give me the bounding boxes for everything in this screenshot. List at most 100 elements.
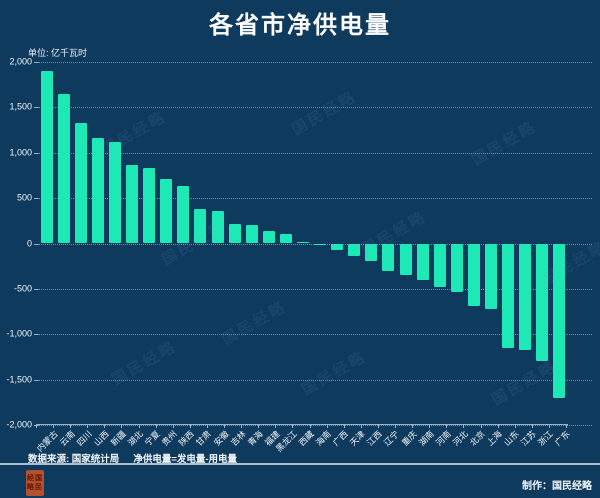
y-gridline [38, 107, 592, 109]
x-axis-tick [566, 425, 567, 428]
bar-上海 [485, 243, 498, 309]
bar-贵州 [160, 179, 173, 244]
y-tick-label: 1,500 [9, 101, 32, 112]
bar-新疆 [108, 141, 121, 244]
watermark-text: 国民经略 [109, 338, 180, 389]
bar-江西 [365, 243, 378, 262]
watermark-text: 国民经略 [469, 118, 540, 169]
x-axis-tick [241, 425, 243, 428]
bar-西藏 [297, 242, 309, 244]
x-axis-tick [275, 425, 277, 428]
bar-广西 [331, 243, 344, 250]
x-axis-tick [87, 425, 89, 428]
bar-辽宁 [382, 243, 395, 271]
y-gridline [38, 379, 592, 381]
y-tick-label: 1,000 [9, 147, 32, 158]
bar-四川 [74, 122, 87, 244]
bar-河南 [433, 243, 446, 288]
y-gridline [38, 198, 592, 200]
y-gridline [38, 288, 592, 290]
seal-row-2: 略民 [27, 484, 43, 491]
bar-天津 [348, 243, 361, 257]
x-axis-tick [395, 425, 397, 428]
x-axis-tick [53, 425, 55, 428]
bar-云南 [57, 93, 70, 244]
x-axis-tick [309, 425, 311, 428]
x-axis-tick [138, 425, 140, 428]
x-axis-tick [343, 425, 345, 428]
bar-海南 [314, 243, 327, 245]
y-gridline [38, 425, 592, 426]
x-axis-tick [480, 425, 482, 428]
x-axis-tick [497, 425, 499, 428]
y-gridline [38, 334, 592, 336]
x-axis-tick [258, 425, 260, 428]
x-axis-tick [104, 425, 106, 428]
footer-credit: 制作：国民经略 [522, 481, 592, 492]
data-source-text: 数据来源: 国家统计局 [28, 454, 120, 465]
x-axis-tick [206, 425, 208, 428]
footer-source: 数据来源: 国家统计局 净供电量=发电量-用电量 [28, 451, 237, 465]
bar-湖北 [126, 164, 139, 244]
bar-宁夏 [143, 168, 156, 244]
bar-重庆 [399, 243, 412, 275]
y-axis-tick [34, 62, 38, 63]
bar-陕西 [177, 186, 190, 244]
y-tick-label: 2,000 [9, 56, 32, 67]
x-axis-tick [377, 425, 379, 428]
y-gridline [38, 152, 592, 154]
bar-青海 [245, 224, 258, 244]
watermark-text: 国民经略 [299, 348, 370, 399]
x-axis-tick [531, 425, 533, 428]
y-tick-label: 0 [26, 238, 32, 248]
x-axis-tick [326, 425, 328, 428]
bar-广东 [553, 243, 566, 398]
y-tick-label: -2,000 [6, 419, 32, 430]
x-axis-tick [189, 425, 191, 428]
x-axis-tick [360, 425, 362, 428]
y-tick-label: -1,500 [6, 374, 32, 385]
x-tick-label: 广东 [553, 428, 573, 448]
footer-divider [0, 463, 600, 465]
x-axis-tick [172, 425, 174, 428]
chart-title: 各省市净供电量 [209, 12, 391, 39]
watermark-text: 国民经略 [219, 298, 290, 349]
x-axis-tick [121, 425, 123, 428]
bar-安徽 [211, 210, 224, 244]
bar-山西 [91, 138, 104, 244]
bar-江苏 [519, 243, 532, 351]
x-axis-tick [412, 425, 414, 428]
bar-湖南 [416, 243, 429, 280]
y-axis-tick [34, 243, 38, 245]
y-axis-tick [34, 107, 38, 109]
watermark-text: 国民经略 [289, 88, 360, 139]
y-axis-tick [34, 334, 38, 336]
bar-内蒙古 [40, 71, 53, 244]
y-tick-label: -1,000 [6, 328, 32, 339]
bar-吉林 [228, 224, 241, 244]
x-axis-tick [292, 425, 294, 428]
y-axis-tick [34, 288, 38, 290]
x-axis-tick [70, 425, 72, 428]
formula-text: 净供电量=发电量-用电量 [133, 454, 238, 465]
y-axis-tick [34, 152, 38, 154]
y-tick-label: 500 [16, 192, 32, 203]
x-axis-line [36, 424, 568, 425]
x-axis-tick [548, 425, 550, 428]
bar-黑龙江 [279, 233, 292, 244]
x-axis-tick [36, 425, 37, 428]
x-axis-tick [463, 425, 465, 428]
bar-山东 [502, 243, 515, 348]
bar-河北 [450, 243, 463, 292]
bar-福建 [262, 230, 275, 244]
brand-seal: 经国 略民 [26, 470, 44, 496]
x-axis-tick [224, 425, 226, 428]
y-gridline [38, 62, 592, 63]
y-axis-tick [34, 379, 38, 381]
x-axis-tick [155, 425, 157, 428]
x-axis-tick [446, 425, 448, 428]
watermark-text: 国民经略 [489, 358, 560, 409]
y-tick-label: -500 [13, 283, 32, 294]
x-axis-tick [514, 425, 516, 428]
seal-row-1: 经国 [27, 475, 43, 482]
